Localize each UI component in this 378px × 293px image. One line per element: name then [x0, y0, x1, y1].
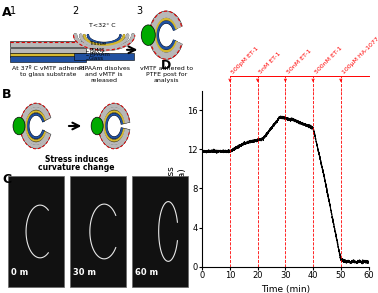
- Y-axis label: Stress
(kPa): Stress (kPa): [167, 165, 186, 193]
- X-axis label: Time (min): Time (min): [261, 285, 310, 293]
- Text: 100μM HA-1077: 100μM HA-1077: [342, 36, 378, 75]
- Text: T<32° C: T<32° C: [89, 23, 116, 28]
- Text: PTFE post for: PTFE post for: [146, 72, 187, 77]
- Bar: [132, 176, 188, 287]
- Bar: [74, 53, 134, 60]
- Text: 0 m: 0 m: [11, 268, 28, 277]
- Text: 500nM ET-1: 500nM ET-1: [314, 46, 343, 75]
- Text: 30 m: 30 m: [73, 268, 96, 277]
- Text: PIPAAm disolves: PIPAAm disolves: [79, 66, 130, 71]
- Text: PDMS: PDMS: [89, 48, 105, 53]
- Circle shape: [91, 117, 103, 135]
- Text: Glass: Glass: [89, 56, 104, 61]
- Bar: [10, 48, 86, 53]
- Text: and vMTF is: and vMTF is: [85, 72, 123, 77]
- Circle shape: [13, 117, 25, 135]
- Bar: [10, 53, 86, 57]
- Text: At 37º C vMTF adhered: At 37º C vMTF adhered: [12, 66, 84, 71]
- Text: Stress induces: Stress induces: [45, 155, 108, 164]
- Bar: [70, 176, 126, 287]
- Text: 1: 1: [10, 6, 16, 16]
- Bar: [10, 41, 86, 47]
- Text: D: D: [161, 59, 171, 72]
- Text: 60 m: 60 m: [135, 268, 158, 277]
- Text: released: released: [91, 78, 118, 83]
- Text: A: A: [2, 6, 12, 19]
- Text: B: B: [2, 88, 11, 101]
- Bar: [10, 56, 86, 62]
- Text: Tissue: Tissue: [89, 41, 106, 47]
- Text: vMTF adhered to: vMTF adhered to: [140, 66, 193, 71]
- Text: C: C: [2, 173, 11, 186]
- Text: 5nM ET-1: 5nM ET-1: [259, 52, 282, 75]
- Text: 3: 3: [136, 6, 143, 16]
- Text: 2: 2: [72, 6, 78, 16]
- Text: PIPAAm: PIPAAm: [89, 52, 110, 57]
- Text: to glass substrate: to glass substrate: [20, 72, 76, 77]
- Circle shape: [141, 25, 155, 45]
- Bar: [8, 176, 64, 287]
- Text: 500pM ET-1: 500pM ET-1: [231, 46, 260, 75]
- Text: analysis: analysis: [153, 78, 179, 83]
- Text: curvature change: curvature change: [38, 163, 115, 172]
- Text: 50nM ET-1: 50nM ET-1: [286, 49, 313, 75]
